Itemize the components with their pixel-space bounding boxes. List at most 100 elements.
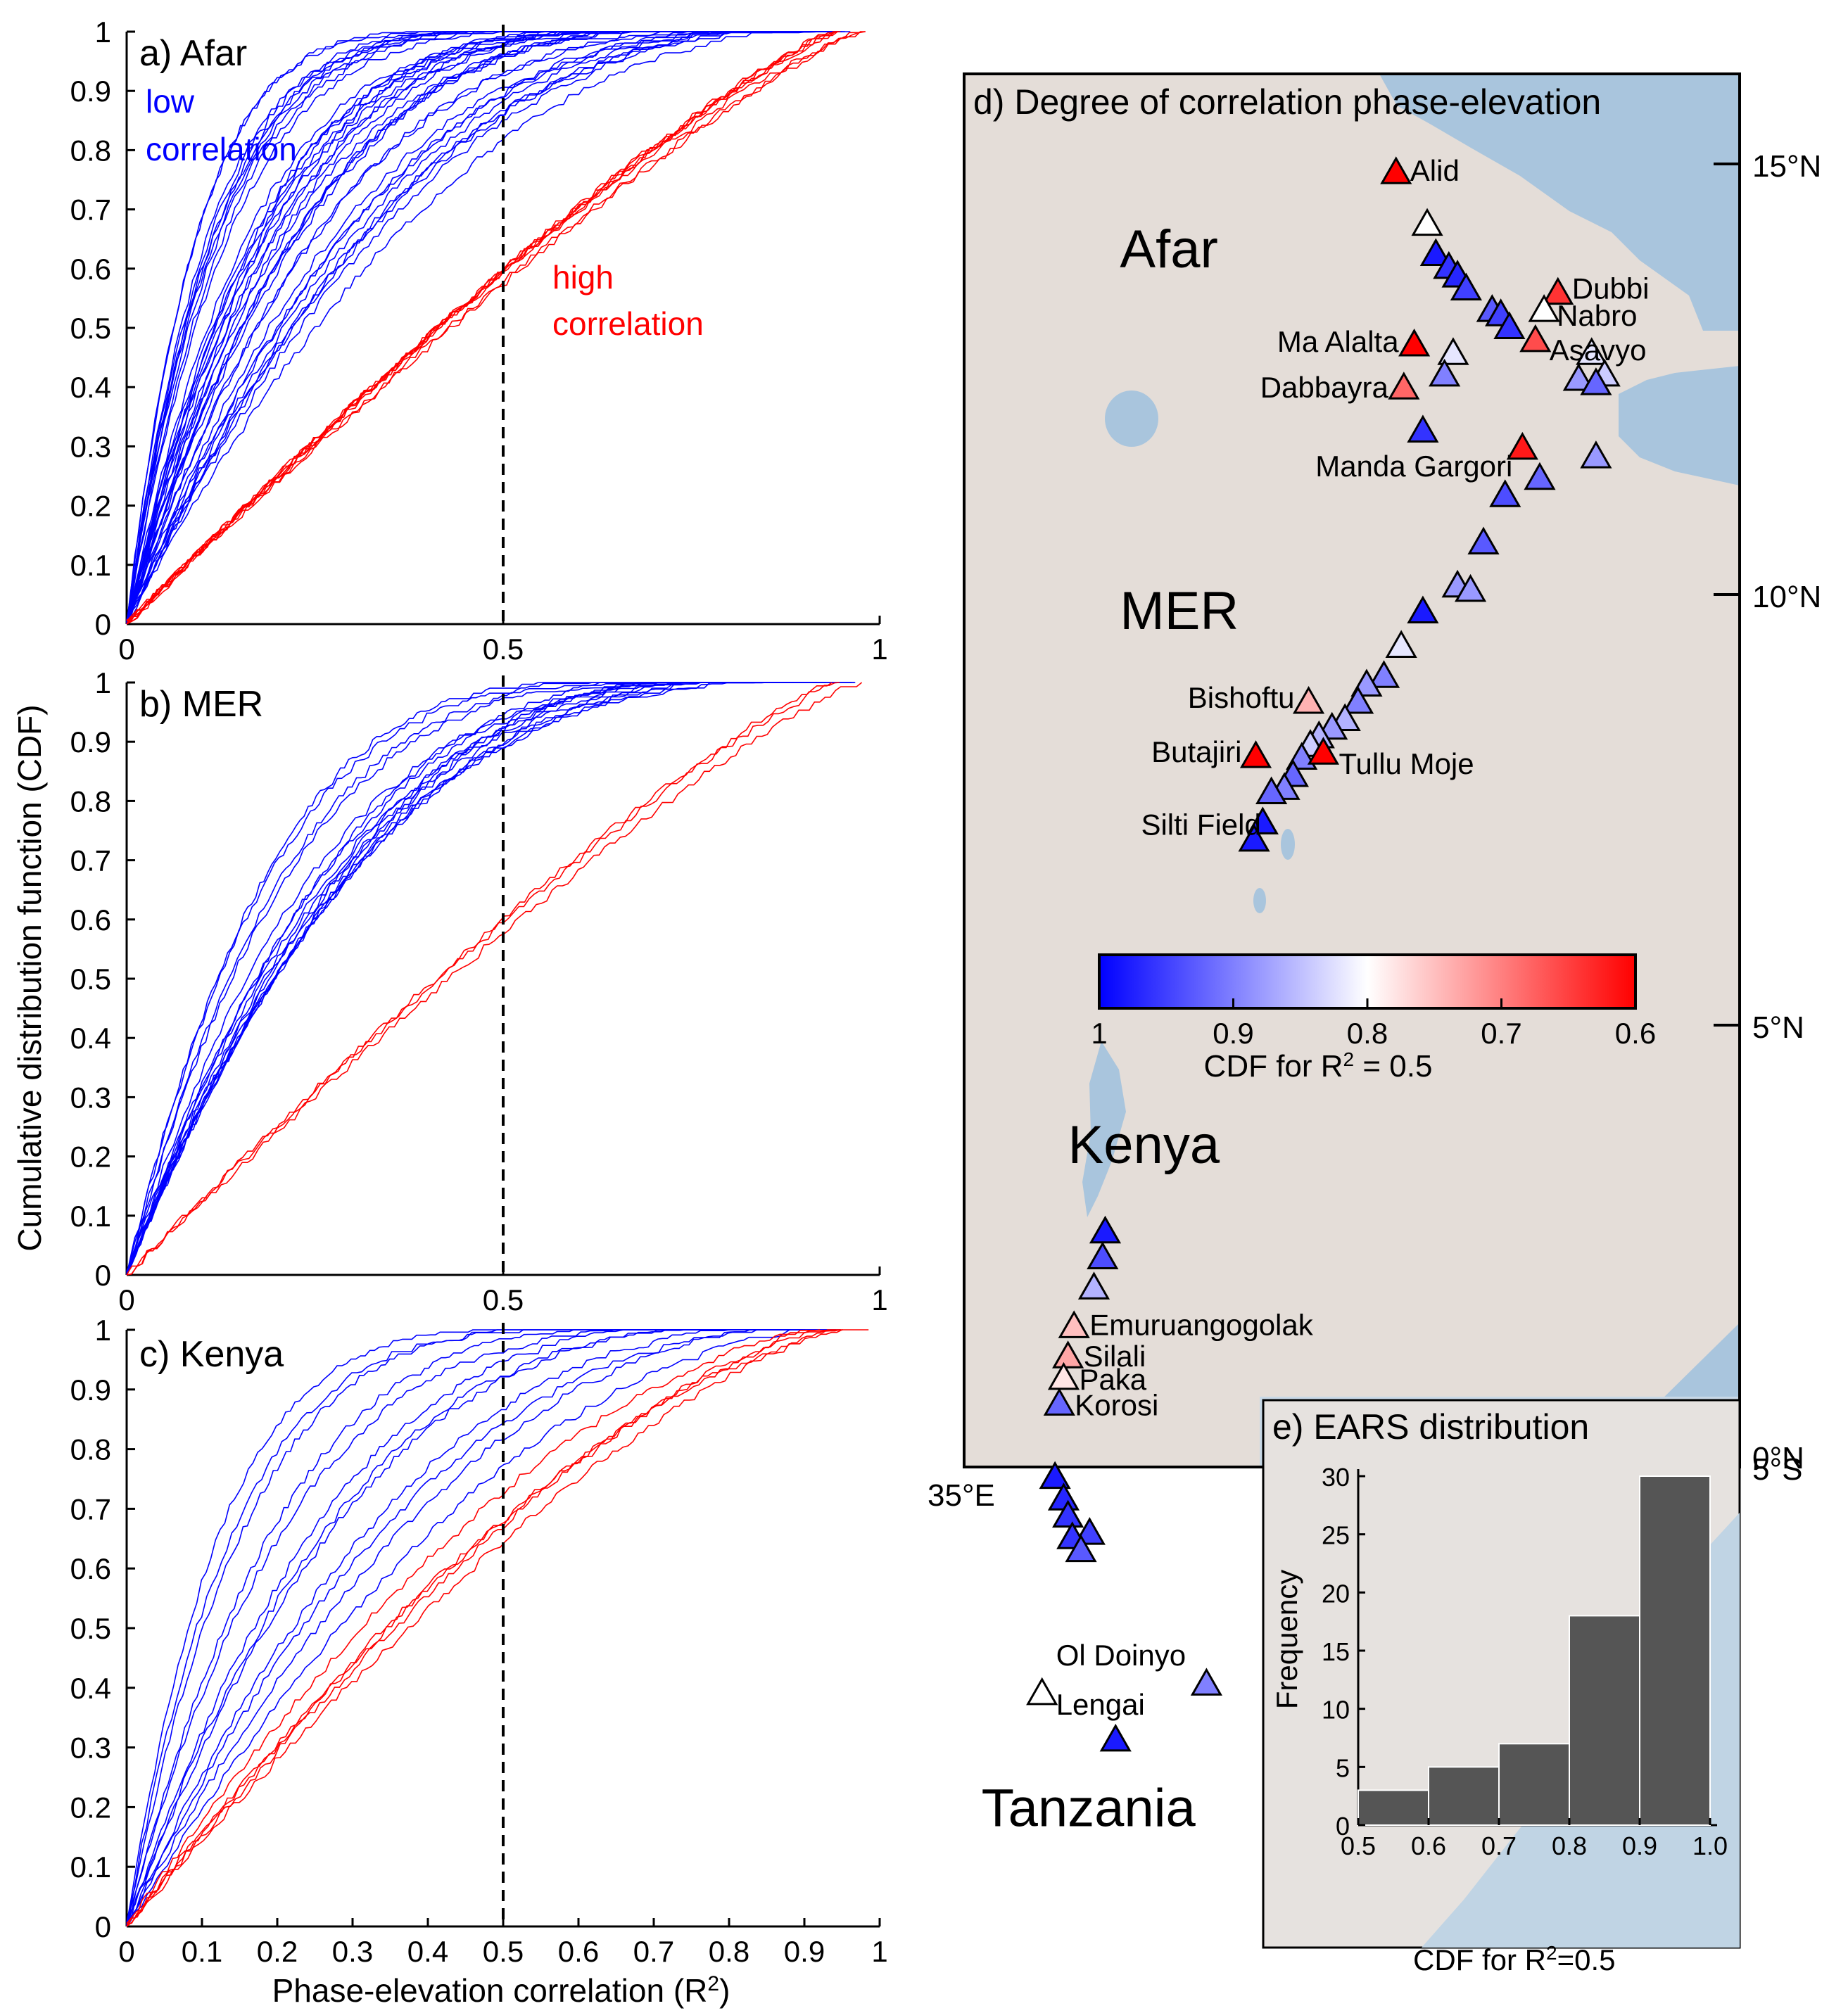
y-tick-label: 0.7 — [70, 1492, 111, 1525]
x-tick-label: 0.4 — [407, 1935, 448, 1968]
cdf-curve-low-correlation — [126, 31, 842, 621]
inset-y-tick-label: 10 — [1322, 1696, 1350, 1725]
inset-x-tick-label: 0.7 — [1481, 1831, 1517, 1860]
colorbar-tick-label: 1 — [1091, 1017, 1107, 1050]
inset-x-tick-label: 1.0 — [1692, 1831, 1728, 1860]
volcano-marker — [1052, 1499, 1084, 1528]
volcano-marker — [1429, 358, 1461, 387]
low-correlation-label-1: low — [146, 83, 195, 120]
volcano-marker — [1087, 1241, 1119, 1269]
cdf-curve-low-correlation — [126, 1329, 790, 1926]
cdf-curve-low-correlation — [126, 31, 845, 621]
cdf-curve-low-correlation — [126, 1329, 828, 1926]
lat-tick-label: 0°N — [1752, 1441, 1804, 1475]
y-tick-label: 0.5 — [70, 312, 111, 345]
y-tick-label: 0.9 — [70, 1373, 111, 1406]
x-tick-label: 0 — [118, 633, 134, 666]
colorbar-tick-label: 0.6 — [1615, 1017, 1656, 1050]
colorbar-ticks: 1 0.9 0.8 0.7 0.6 — [1091, 998, 1656, 1050]
y-tick-label: 0.6 — [70, 903, 111, 936]
volcano-marker — [1099, 1723, 1132, 1752]
volcano-label: Emuruangogolak — [1089, 1308, 1314, 1341]
panel-e-histogram: 0 5 10 15 20 25 30 0.5 0.6 0.7 0.8 0.9 1.0 e) EARS d… — [1262, 1399, 1741, 1976]
colorbar-tick-label: 0.9 — [1213, 1017, 1253, 1050]
cdf-curve-low-correlation — [126, 682, 708, 1273]
volcano-label: Nabro — [1557, 299, 1637, 332]
panel-d-map: d) Degree of correlation phase-elevation… — [928, 72, 1821, 1838]
y-tick-label: 0.4 — [70, 1022, 111, 1055]
cdf-curve-low-correlation — [126, 31, 810, 625]
named-volcano-marker — [1292, 685, 1325, 714]
named-volcano-marker — [1239, 740, 1272, 768]
colorbar: 1 0.9 0.8 0.7 0.6 CDF for R2 = 0.5 — [1091, 953, 1656, 1084]
volcano-marker — [1407, 414, 1439, 443]
cdf-curve-low-correlation — [126, 1329, 806, 1927]
x-tick-label: 1 — [871, 1935, 887, 1968]
volcano-label: Paka — [1079, 1363, 1146, 1396]
cdf-curve-low-correlation — [126, 31, 751, 624]
histogram-bar — [1428, 1766, 1500, 1826]
histogram-bar — [1569, 1615, 1640, 1826]
cdf-curve-high-correlation — [126, 31, 866, 624]
volcano-marker — [1467, 526, 1500, 555]
y-tick-label: 0.6 — [70, 253, 111, 286]
volcano-marker — [1190, 1668, 1222, 1696]
y-tick-label: 0.2 — [70, 1791, 111, 1824]
x-tick-label: 0.2 — [257, 1935, 298, 1968]
cdf-curve-high-correlation — [126, 31, 866, 625]
x-tick-label: 0.9 — [784, 1935, 825, 1968]
cdf-curve-low-correlation — [126, 682, 855, 1271]
x-tick-label: 0.5 — [483, 633, 524, 666]
volcano-marker — [1580, 440, 1612, 469]
cdf-curve-low-correlation — [126, 31, 840, 625]
volcano-label: Korosi — [1075, 1389, 1158, 1422]
x-tick-label: 0 — [118, 1283, 134, 1316]
colorbar-tick-label: 0.8 — [1347, 1017, 1388, 1050]
volcano-marker — [1367, 660, 1400, 688]
named-volcano-marker — [1255, 776, 1288, 805]
colorbar-tick-label: 0.7 — [1481, 1017, 1521, 1050]
cdf-curve-low-correlation — [126, 682, 856, 1274]
volcano-marker — [1411, 208, 1443, 236]
map-region-labels: Afar MER Kenya Tanzania — [982, 220, 1239, 1838]
lake-tana — [1105, 390, 1158, 447]
cdf-curve-low-correlation — [126, 31, 838, 625]
gulf-of-aden-water — [1619, 366, 1740, 485]
rift-lake — [1281, 829, 1295, 860]
histogram-bar — [1357, 1789, 1429, 1826]
lake-turkana — [1082, 1041, 1126, 1217]
y-tick-label: 0.5 — [70, 1612, 111, 1645]
volcano-marker — [1437, 337, 1469, 365]
volcano-marker — [1524, 462, 1556, 490]
volcano-marker — [1489, 479, 1521, 507]
volcano-label: Dabbayra — [1260, 371, 1389, 404]
cdf-curve-high-correlation — [126, 1329, 869, 1926]
cdf-curve-low-correlation — [126, 682, 692, 1276]
volcano-marker — [1385, 630, 1417, 658]
inset-y-tick-label: 15 — [1322, 1637, 1350, 1666]
volcano-marker — [1576, 337, 1608, 365]
named-volcano-marker — [1398, 329, 1431, 357]
inset-y-tick-label: 20 — [1322, 1579, 1350, 1608]
cdf-curve-low-correlation — [126, 31, 813, 621]
region-label: Tanzania — [982, 1778, 1196, 1838]
lon-tick-label: 35°E — [928, 1478, 995, 1513]
volcano-label: Tullu Moje — [1338, 747, 1474, 780]
y-tick-label: 0.3 — [70, 430, 111, 463]
y-tick-label: 0 — [95, 1259, 111, 1292]
y-tick-label: 0 — [95, 1910, 111, 1943]
map-land-background — [964, 74, 1740, 1467]
volcano-label: Ma Alalta — [1277, 325, 1399, 358]
volcano-marker — [1342, 685, 1374, 714]
inset-x-tick-label: 0.6 — [1411, 1831, 1446, 1860]
volcano-label: Alid — [1410, 154, 1460, 187]
inset-y-tick-label: 5 — [1336, 1753, 1350, 1782]
x-tick-label: 0.7 — [633, 1935, 674, 1968]
panel-b-title: b) MER — [139, 684, 263, 725]
cdf-curve-low-correlation — [126, 682, 778, 1275]
cdf-curve-low-correlation — [126, 1329, 841, 1926]
y-tick-label: 0.2 — [70, 1141, 111, 1174]
inset-y-label: Frequency — [1270, 1570, 1303, 1709]
y-tick-label: 0.8 — [70, 134, 111, 167]
volcano-marker — [1450, 272, 1482, 300]
